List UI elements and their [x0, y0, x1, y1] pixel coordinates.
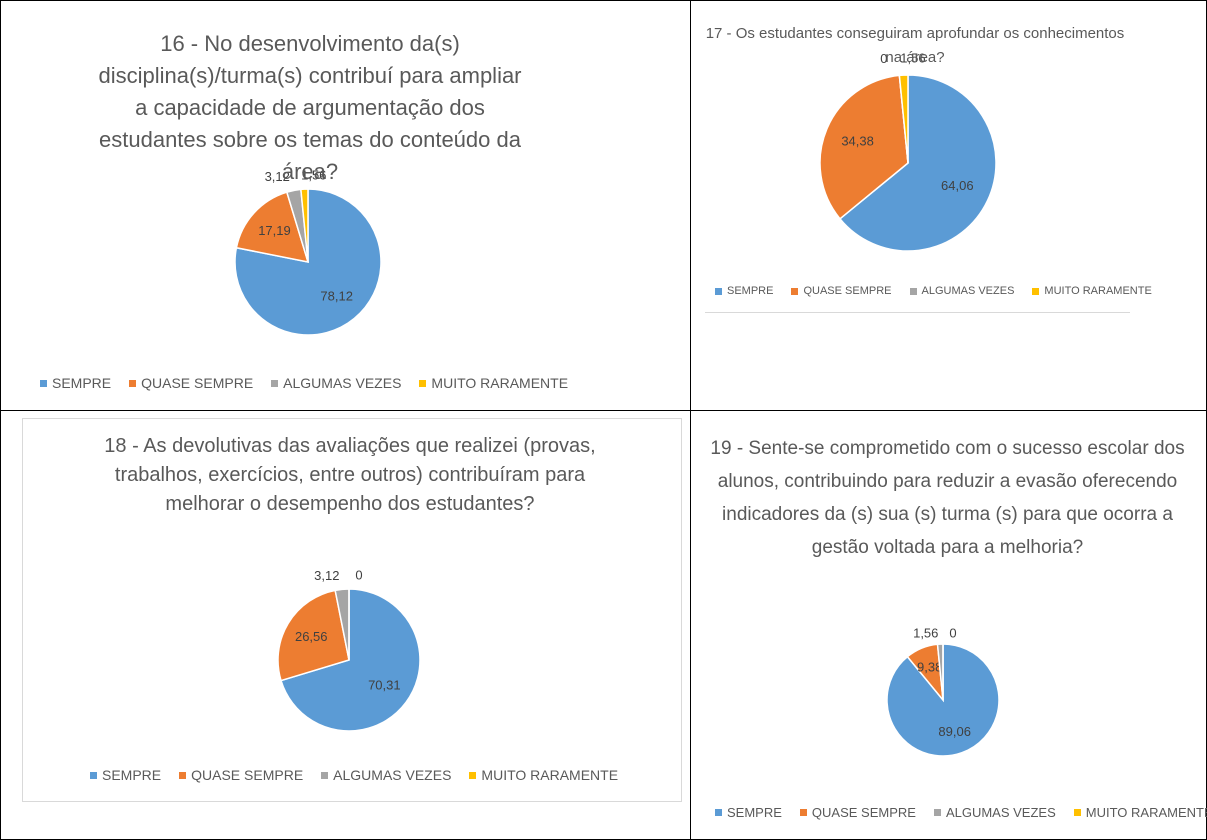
- pie-slice: [300, 188, 309, 263]
- legend-item: MUITO RARAMENTE: [469, 767, 618, 783]
- cell-divider: [0, 410, 1207, 411]
- pie-slice: [819, 74, 909, 220]
- data-label: 89,06: [938, 724, 971, 739]
- legend-item: QUASE SEMPRE: [799, 805, 916, 820]
- legend-swatch: [1073, 809, 1081, 816]
- data-label: 26,56: [295, 629, 328, 644]
- pie-slice: [277, 589, 350, 682]
- chart-frame: [705, 312, 1130, 313]
- legend-label: QUASE SEMPRE: [811, 805, 916, 820]
- legend-label: SEMPRE: [727, 805, 782, 820]
- legend-label: SEMPRE: [102, 767, 162, 783]
- legend: SEMPRE QUASE SEMPRE ALGUMAS VEZES MUITO RAR…: [715, 805, 1207, 820]
- legend-item: MUITO RARAMENTE: [1032, 285, 1152, 297]
- legend-label: MUITO RARAMENTE: [1044, 285, 1152, 297]
- legend-swatch: [40, 379, 47, 387]
- legend-label: MUITO RARAMENTE: [1085, 805, 1207, 820]
- legend-label: SEMPRE: [727, 285, 774, 297]
- legend-swatch: [799, 809, 807, 816]
- legend-item: ALGUMAS VEZES: [271, 375, 401, 391]
- data-label: 0: [949, 625, 956, 640]
- pie-slice: [886, 643, 1000, 757]
- chart-title: 18 - As devolutivas das avaliações que r…: [104, 435, 596, 515]
- pie-slice: [898, 74, 909, 164]
- pie-slice: [235, 191, 310, 263]
- data-label: 0: [355, 568, 362, 583]
- legend-item: ALGUMAS VEZES: [933, 805, 1056, 820]
- data-label: 9,38: [917, 659, 942, 674]
- legend-swatch: [271, 379, 279, 387]
- legend-item: QUASE SEMPRE: [179, 767, 303, 783]
- legend-label: QUASE SEMPRE: [803, 285, 892, 297]
- legend-swatch: [1032, 287, 1040, 295]
- data-label: 3,12: [265, 169, 290, 184]
- legend-swatch: [469, 771, 477, 779]
- legend-item: MUITO RARAMENTE: [1073, 805, 1207, 820]
- legend-label: ALGUMAS VEZES: [945, 805, 1056, 820]
- data-label: 1,56: [301, 167, 326, 182]
- legend-swatch: [179, 771, 187, 779]
- legend-swatch: [129, 379, 137, 387]
- legend-item: SEMPRE: [715, 805, 782, 820]
- chart-title: 19 - Sente-se comprometido com o sucesso…: [710, 438, 1185, 558]
- legend-item: SEMPRE: [90, 767, 161, 783]
- data-label: 0: [880, 51, 887, 66]
- legend-swatch: [715, 809, 722, 816]
- legend-swatch: [715, 287, 722, 295]
- data-label: 70,31: [368, 678, 401, 693]
- legend-item: ALGUMAS VEZES: [321, 767, 451, 783]
- legend-swatch: [90, 771, 97, 779]
- legend-swatch: [791, 287, 799, 295]
- pie-slice: [838, 74, 997, 252]
- legend-item: QUASE SEMPRE: [791, 285, 892, 297]
- legend-item: ALGUMAS VEZES: [909, 285, 1015, 297]
- legend: SEMPRE QUASE SEMPRE ALGUMAS VEZES MUITO RAR…: [40, 375, 568, 391]
- legend-swatch: [419, 379, 427, 387]
- data-label: 1,56: [913, 625, 938, 640]
- cell-divider: [690, 0, 691, 840]
- data-label: 1,56: [900, 51, 925, 66]
- legend-label: ALGUMAS VEZES: [283, 375, 402, 391]
- legend-item: MUITO RARAMENTE: [419, 375, 568, 391]
- chart-title: 17 - Os estudantes conseguiram aprofunda…: [705, 25, 1125, 66]
- legend: SEMPRE QUASE SEMPRE ALGUMAS VEZES MUITO RAR…: [715, 285, 1152, 297]
- data-label: 78,12: [320, 288, 353, 303]
- legend-item: SEMPRE: [40, 375, 111, 391]
- legend-swatch: [909, 287, 917, 295]
- legend-label: QUASE SEMPRE: [191, 767, 304, 783]
- data-label: 3,12: [314, 568, 339, 583]
- legend: SEMPRE QUASE SEMPRE ALGUMAS VEZES MUITO RAR…: [90, 767, 618, 783]
- data-label: 64,06: [941, 178, 974, 193]
- legend-label: MUITO RARAMENTE: [431, 375, 569, 391]
- data-label: 34,38: [841, 134, 874, 149]
- chart-title: 16 - No desenvolvimento da(s) disciplina…: [98, 31, 522, 184]
- legend-swatch: [321, 771, 329, 779]
- legend-label: ALGUMAS VEZES: [333, 767, 452, 783]
- legend-label: MUITO RARAMENTE: [481, 767, 619, 783]
- pie-slice: [280, 588, 421, 732]
- legend-swatch: [933, 809, 941, 816]
- legend-label: QUASE SEMPRE: [141, 375, 254, 391]
- pie-slice: [234, 188, 382, 336]
- legend-item: QUASE SEMPRE: [129, 375, 253, 391]
- chart-frame: [22, 418, 682, 802]
- legend-label: SEMPRE: [52, 375, 112, 391]
- data-label: 17,19: [258, 223, 291, 238]
- legend-item: SEMPRE: [715, 285, 773, 297]
- legend-label: ALGUMAS VEZES: [921, 285, 1015, 297]
